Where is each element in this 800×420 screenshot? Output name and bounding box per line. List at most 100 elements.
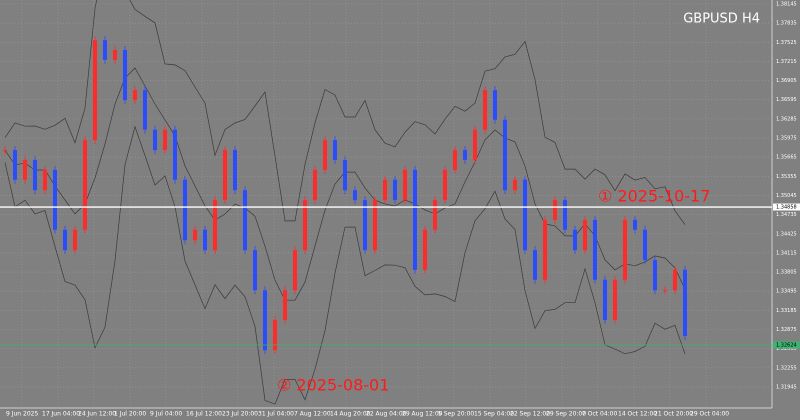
candle <box>193 229 197 241</box>
candle <box>433 200 437 230</box>
time-tick-label: 24 Jun 12:00 <box>78 411 116 418</box>
price-tick-label: 1.33185 <box>776 308 797 314</box>
price-tick-label: 1.35355 <box>776 174 797 180</box>
candle <box>613 279 617 320</box>
time-tick-label: 1 Jul 20:00 <box>114 411 146 418</box>
candle <box>383 179 387 201</box>
candle <box>153 129 157 151</box>
candle <box>343 159 347 191</box>
candle <box>593 219 597 280</box>
candle <box>483 90 487 130</box>
time-tick-label: 16 Jul 12:00 <box>186 411 222 418</box>
candle <box>313 169 317 201</box>
price-tick-label: 1.32255 <box>776 365 797 371</box>
candle <box>673 269 677 291</box>
price-tick-label: 1.35975 <box>776 136 797 142</box>
time-tick-label: 29 Oct 04:00 <box>690 411 729 418</box>
time-tick-label: 29 Sep 20:00 <box>546 411 586 418</box>
candle <box>243 190 247 251</box>
annotation: ② 2025-08-01 <box>277 376 389 395</box>
candle <box>303 200 307 251</box>
candle <box>353 190 357 201</box>
time-tick-label: 5 Sep 20:00 <box>438 411 474 418</box>
time-tick-label: 29 Aug 12:00 <box>402 411 443 418</box>
candle <box>573 229 577 251</box>
candle <box>523 179 527 251</box>
candle <box>43 169 47 191</box>
candle <box>133 90 137 101</box>
candle <box>503 119 507 191</box>
candle <box>273 319 277 351</box>
candle <box>73 229 77 251</box>
candle <box>453 150 457 170</box>
candle <box>473 129 477 160</box>
price-tick-label: 1.32565 <box>776 346 797 352</box>
candle <box>603 279 607 320</box>
candle <box>643 229 647 261</box>
candle <box>253 250 257 291</box>
price-tick-label: 1.37215 <box>776 59 797 65</box>
candle <box>403 169 407 201</box>
price-tick-label: 1.38145 <box>776 2 797 8</box>
candle <box>533 250 537 280</box>
symbol-title: GBPUSD H4 <box>683 12 760 27</box>
candle <box>373 200 377 251</box>
candle <box>143 90 147 130</box>
price-tick-label: 1.34115 <box>776 250 797 256</box>
candle <box>583 219 587 251</box>
candle <box>393 179 397 201</box>
time-tick-label: 22 Aug 04:00 <box>366 411 407 418</box>
candle <box>333 140 337 160</box>
candle <box>103 40 107 60</box>
candle <box>23 159 27 180</box>
candle <box>163 129 167 151</box>
time-tick-label: 7 Aug 12:00 <box>294 411 331 418</box>
candle <box>93 40 97 141</box>
band-line <box>4 125 686 405</box>
candle <box>233 150 237 191</box>
candle <box>553 200 557 220</box>
candle <box>123 50 127 101</box>
candle <box>463 150 467 160</box>
candle <box>83 140 87 230</box>
candle <box>413 169 417 270</box>
price-tick-label: 1.37525 <box>776 40 797 46</box>
time-tick-label: 9 Jun 2025 <box>6 411 38 418</box>
price-tick-label: 1.32875 <box>776 327 797 333</box>
candle <box>563 200 567 230</box>
band-line <box>4 0 686 225</box>
price-tick-label: 1.36595 <box>776 97 797 103</box>
price-tick-label: 1.33805 <box>776 270 797 276</box>
price-tick-label: 1.31945 <box>776 384 797 390</box>
time-tick-label: 22 Sep 12:00 <box>510 411 550 418</box>
candle <box>63 229 67 251</box>
price-line-label: 1.32624 <box>776 342 797 348</box>
candle <box>653 260 657 291</box>
price-label-box <box>773 341 800 349</box>
time-tick-label: 23 Jul 20:00 <box>222 411 258 418</box>
time-tick-label: 14 Aug 20:00 <box>330 411 371 418</box>
price-tick-label: 1.35045 <box>776 193 797 199</box>
price-tick-label: 1.34735 <box>776 212 797 218</box>
candle <box>113 50 117 60</box>
candle <box>213 200 217 251</box>
candle <box>203 229 207 251</box>
candle <box>223 150 227 201</box>
candle <box>683 269 687 336</box>
annotation: ① 2025-10-17 <box>598 187 710 206</box>
price-label-box <box>773 203 800 211</box>
price-tick-label: 1.37835 <box>776 21 797 27</box>
time-tick-label: 21 Oct 20:00 <box>654 411 693 418</box>
candle <box>443 169 447 201</box>
price-tick-label: 1.36285 <box>776 116 797 122</box>
candle <box>33 159 37 191</box>
candle <box>293 250 297 291</box>
time-tick-label: 15 Sep 04:00 <box>474 411 514 418</box>
price-tick-label: 1.33495 <box>776 289 797 295</box>
candle <box>363 200 367 251</box>
candle <box>423 229 427 270</box>
time-tick-label: 7 Oct 04:00 <box>582 411 617 418</box>
time-tick-label: 9 Jul 04:00 <box>150 411 182 418</box>
candle <box>13 150 17 180</box>
